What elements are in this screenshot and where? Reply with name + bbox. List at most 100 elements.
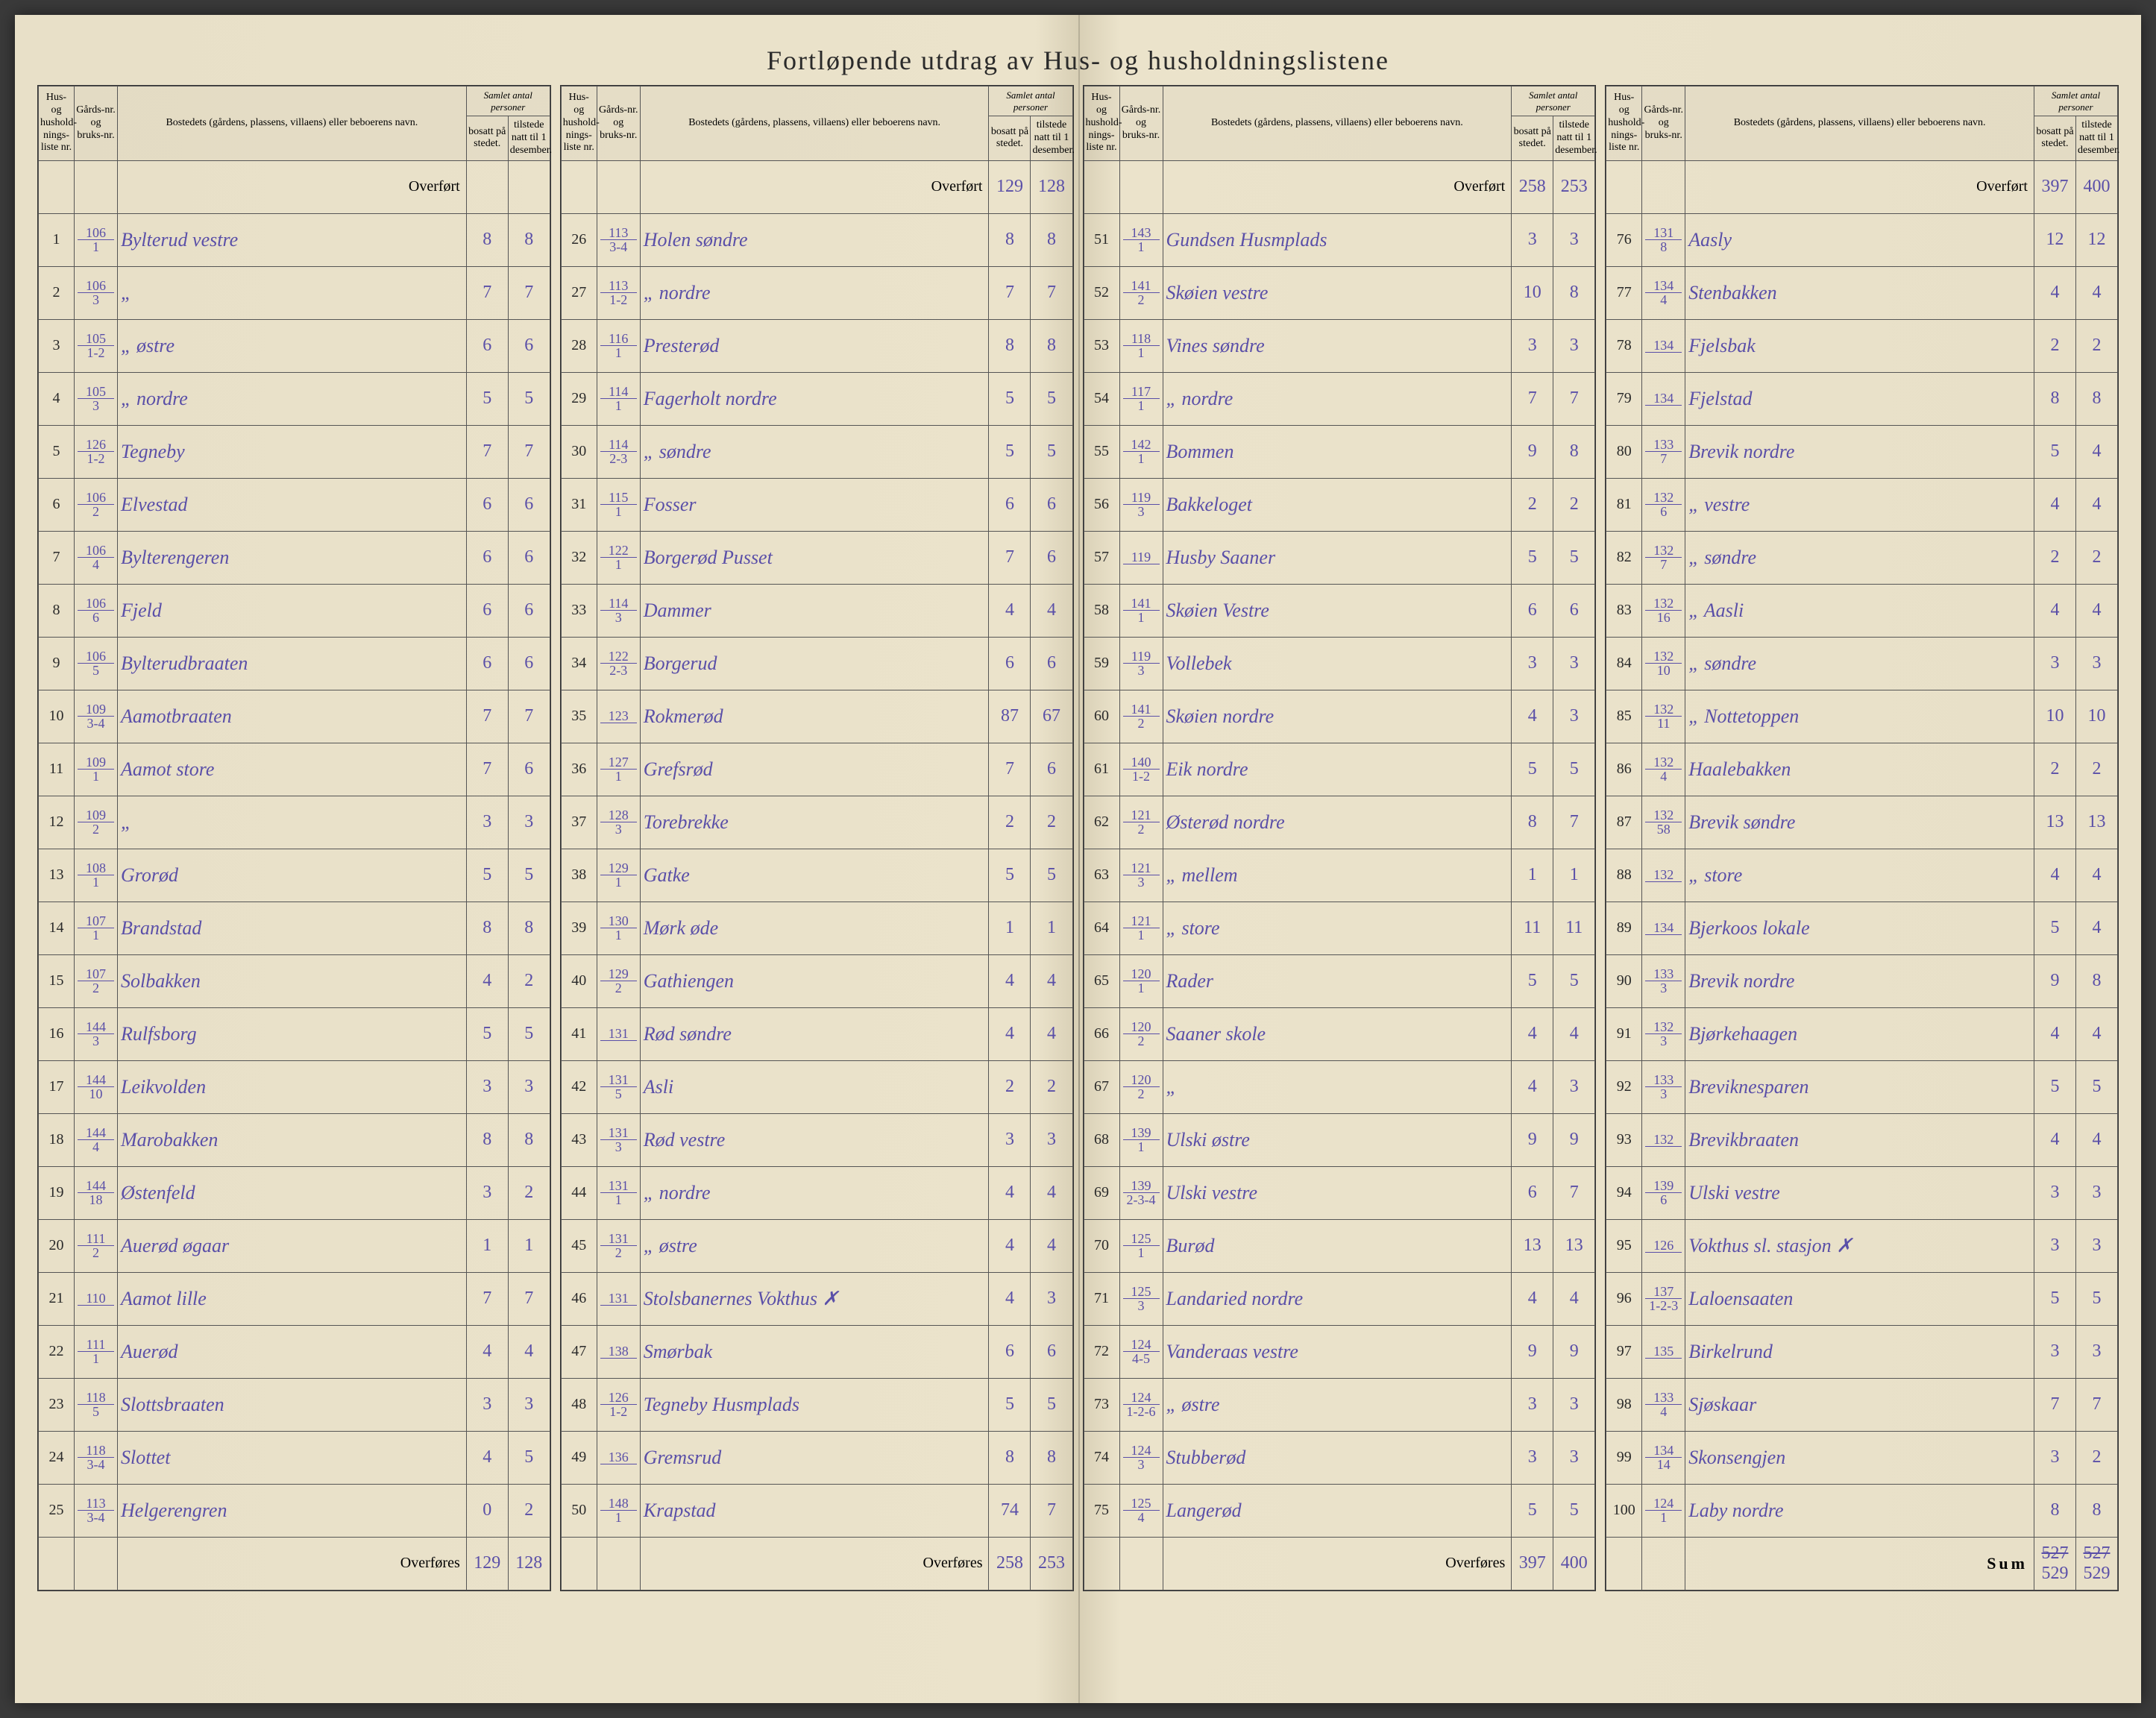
row-number: 41 xyxy=(561,1007,597,1060)
gard-number: 1213 xyxy=(1119,849,1163,902)
place-name: Holen søndre xyxy=(640,213,989,266)
bosatt-count: 7 xyxy=(989,266,1031,319)
tilstede-count: 3 xyxy=(1553,1378,1595,1431)
row-number: 36 xyxy=(561,743,597,796)
place-name: Gathiengen xyxy=(640,954,989,1007)
row-number: 62 xyxy=(1084,796,1119,849)
bosatt-count: 7 xyxy=(466,425,508,478)
bosatt-count: 5 xyxy=(2034,902,2075,954)
tilstede-count: 4 xyxy=(1031,954,1072,1007)
ledger-row: 17 14410 Leikvolden 3 3 xyxy=(39,1060,550,1113)
bosatt-count: 6 xyxy=(989,478,1031,531)
tilstede-count: 8 xyxy=(1031,213,1072,266)
tilstede-count: 6 xyxy=(1553,584,1595,637)
carry-bosatt: 258 xyxy=(989,1537,1031,1590)
tilstede-count: 7 xyxy=(1553,796,1595,849)
row-number: 18 xyxy=(39,1113,75,1166)
gard-number: 13258 xyxy=(1642,796,1685,849)
ledger-row: 14 1071 Brandstad 8 8 xyxy=(39,902,550,954)
tilstede-count: 7 xyxy=(508,690,550,743)
row-number: 71 xyxy=(1084,1272,1119,1325)
ledger-row: 77 1344 Stenbakken 4 4 xyxy=(1606,266,2118,319)
gard-number: 1481 xyxy=(597,1484,640,1537)
row-number: 58 xyxy=(1084,584,1119,637)
ledger-row: 43 1313 Rød vestre 3 3 xyxy=(561,1113,1072,1166)
gard-number: 13216 xyxy=(1642,584,1685,637)
gard-number: 1072 xyxy=(75,954,118,1007)
gard-number: 1241 xyxy=(1642,1484,1685,1537)
row-number: 79 xyxy=(1606,372,1642,425)
row-number: 84 xyxy=(1606,637,1642,690)
gard-number: 132 xyxy=(1642,849,1685,902)
place-name: Torebrekke xyxy=(640,796,989,849)
row-number: 93 xyxy=(1606,1113,1642,1166)
gard-number: 1334 xyxy=(1642,1378,1685,1431)
row-number: 14 xyxy=(39,902,75,954)
gard-number: 131 xyxy=(597,1007,640,1060)
bosatt-count: 6 xyxy=(1512,584,1553,637)
bosatt-count: 3 xyxy=(466,1166,508,1219)
tilstede-count: 5 xyxy=(1031,425,1072,478)
gard-number: 1202 xyxy=(1119,1060,1163,1113)
ledger-row: 75 1254 Langerød 5 5 xyxy=(1084,1484,1595,1537)
gard-number: 1396 xyxy=(1642,1166,1685,1219)
gard-number: 1093-4 xyxy=(75,690,118,743)
row-number: 91 xyxy=(1606,1007,1642,1060)
gard-number: 1131-2 xyxy=(597,266,640,319)
gard-number: 1193 xyxy=(1119,478,1163,531)
row-number: 50 xyxy=(561,1484,597,1537)
place-name: „ Nottetoppen xyxy=(1685,690,2034,743)
gard-number: 1241-2-6 xyxy=(1119,1378,1163,1431)
gard-number: 1064 xyxy=(75,531,118,584)
ledger-row: 31 1151 Fosser 6 6 xyxy=(561,478,1072,531)
ledger-row: 97 135 Birkelrund 3 3 xyxy=(1606,1325,2118,1378)
place-name: Rød vestre xyxy=(640,1113,989,1166)
ledger-row: 94 1396 Ulski vestre 3 3 xyxy=(1606,1166,2118,1219)
row-number: 30 xyxy=(561,425,597,478)
place-name: Solbakken xyxy=(118,954,467,1007)
row-number: 98 xyxy=(1606,1378,1642,1431)
carry-tilstede: 128 xyxy=(508,1537,550,1590)
ledger-row: 45 1312 „ østre 4 4 xyxy=(561,1219,1072,1272)
ledger-row: 33 1143 Dammer 4 4 xyxy=(561,584,1072,637)
ledger-row: 74 1243 Stubberød 3 3 xyxy=(1084,1431,1595,1484)
row-number: 86 xyxy=(1606,743,1642,796)
row-number: 25 xyxy=(39,1484,75,1537)
tilstede-count: 3 xyxy=(508,796,550,849)
row-number: 63 xyxy=(1084,849,1119,902)
row-number: 5 xyxy=(39,425,75,478)
row-number: 48 xyxy=(561,1378,597,1431)
ledger-row: 36 1271 Grefsrød 7 6 xyxy=(561,743,1072,796)
ledger-row: 79 134 Fjelstad 8 8 xyxy=(1606,372,2118,425)
place-name: Leikvolden xyxy=(118,1060,467,1113)
bosatt-count: 4 xyxy=(1512,690,1553,743)
tilstede-count: 3 xyxy=(1553,213,1595,266)
ledger-row: 67 1202 „ 4 3 xyxy=(1084,1060,1595,1113)
row-number: 1 xyxy=(39,213,75,266)
bosatt-count: 7 xyxy=(2034,1378,2075,1431)
tilstede-count: 13 xyxy=(1553,1219,1595,1272)
place-name: Skøien nordre xyxy=(1163,690,1512,743)
ledger-row: 63 1213 „ mellem 1 1 xyxy=(1084,849,1595,902)
tilstede-count: 5 xyxy=(508,1007,550,1060)
bosatt-count: 1 xyxy=(1512,849,1553,902)
tilstede-count: 6 xyxy=(1031,531,1072,584)
gard-number: 1201 xyxy=(1119,954,1163,1007)
tilstede-count: 6 xyxy=(1031,743,1072,796)
bosatt-count: 8 xyxy=(989,319,1031,372)
tilstede-count: 5 xyxy=(2075,1272,2117,1325)
row-number: 44 xyxy=(561,1166,597,1219)
row-number: 78 xyxy=(1606,319,1642,372)
tilstede-count: 5 xyxy=(1031,849,1072,902)
ledger-row: 22 1111 Auerød 4 4 xyxy=(39,1325,550,1378)
gard-number: 110 xyxy=(75,1272,118,1325)
bosatt-count: 4 xyxy=(989,954,1031,1007)
row-number: 55 xyxy=(1084,425,1119,478)
ledger-row: 89 134 Bjerkoos lokale 5 4 xyxy=(1606,902,2118,954)
overfores-label: Overføres xyxy=(1163,1537,1512,1590)
place-name: „ nordre xyxy=(640,266,989,319)
ledger-row: 5 1261-2 Tegneby 7 7 xyxy=(39,425,550,478)
tilstede-count: 13 xyxy=(2075,796,2117,849)
gard-number: 135 xyxy=(1642,1325,1685,1378)
sum-bosatt: 527529 xyxy=(2034,1537,2075,1590)
